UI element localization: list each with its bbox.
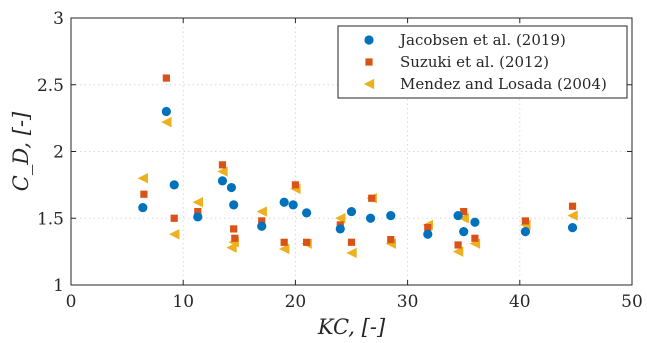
- data-point-circle: [459, 227, 469, 237]
- x-tick-label: 50: [621, 292, 643, 312]
- legend-marker-triangle-left: [363, 78, 375, 90]
- data-point-circle: [279, 197, 289, 207]
- data-point-circle: [226, 182, 237, 193]
- legend-marker-circle: [364, 35, 374, 45]
- data-point-square: [303, 238, 311, 246]
- data-marks: [137, 74, 578, 259]
- data-point-square: [347, 238, 356, 246]
- data-point-triangle-left: [458, 213, 469, 224]
- x-tick-label: 0: [66, 292, 77, 312]
- data-point-triangle-left: [137, 173, 149, 184]
- data-point-circle: [567, 222, 578, 233]
- data-point-square: [170, 214, 178, 222]
- data-point-square: [387, 236, 395, 244]
- data-point-square: [258, 217, 266, 225]
- data-point-circle: [288, 200, 298, 210]
- data-point-circle: [169, 180, 179, 190]
- data-point-square: [194, 207, 202, 216]
- data-point-triangle-left: [278, 243, 290, 255]
- y-tick-label: 2.5: [37, 76, 64, 96]
- y-tick-label: 3: [53, 9, 64, 29]
- legend-label: Suzuki et al. (2012): [400, 53, 549, 71]
- y-tick-label: 1: [53, 276, 64, 296]
- y-tick-label: 1.5: [37, 209, 64, 229]
- data-point-circle: [229, 200, 239, 210]
- data-point-circle: [453, 210, 463, 221]
- data-point-square: [162, 74, 170, 82]
- data-point-circle: [161, 106, 171, 117]
- legend-label: Jacobsen et al. (2019): [398, 31, 566, 49]
- x-tick-label: 10: [172, 292, 194, 312]
- data-point-square: [291, 181, 299, 189]
- series-square: [140, 74, 577, 249]
- data-point-square: [230, 225, 238, 233]
- data-point-triangle-left: [217, 166, 228, 177]
- x-tick-label: 40: [509, 292, 531, 312]
- data-point-triangle-left: [192, 197, 203, 208]
- x-tick-label: 20: [285, 292, 307, 312]
- data-point-triangle-left: [161, 116, 172, 128]
- legend-marker-square: [365, 58, 373, 66]
- data-point-square: [424, 223, 432, 232]
- data-point-circle: [423, 229, 433, 239]
- x-tick-label: 30: [397, 292, 419, 312]
- data-point-square: [231, 234, 239, 242]
- data-point-square: [460, 207, 468, 216]
- data-point-circle: [386, 210, 396, 221]
- data-point-square: [521, 217, 530, 225]
- data-point-circle: [365, 213, 376, 223]
- data-point-circle: [335, 224, 345, 234]
- data-point-square: [218, 161, 227, 169]
- data-point-circle: [346, 206, 357, 217]
- data-point-circle: [257, 221, 267, 231]
- data-point-square: [280, 238, 288, 246]
- data-point-triangle-left: [169, 229, 180, 240]
- data-point-circle: [217, 176, 228, 186]
- data-point-square: [568, 202, 577, 210]
- legend: Jacobsen et al. (2019) Suzuki et al. (201…: [337, 25, 628, 99]
- x-axis-label: KC, [-]: [317, 315, 386, 339]
- data-point-triangle-left: [567, 210, 578, 221]
- data-point-circle: [302, 208, 312, 218]
- y-axis-label: C_D, [-]: [9, 111, 33, 191]
- data-point-circle: [520, 227, 531, 237]
- legend-box: [337, 25, 628, 99]
- ticks: 0 10 20 30 40 50 1 1.5 2 2.5 3: [37, 9, 643, 312]
- data-point-square: [368, 194, 376, 202]
- data-point-circle: [193, 212, 203, 222]
- data-point-square: [454, 241, 462, 249]
- data-point-triangle-left: [346, 247, 357, 259]
- data-point-square: [471, 234, 479, 242]
- data-point-circle: [138, 202, 148, 213]
- data-point-circle: [470, 217, 480, 227]
- data-point-triangle-left: [452, 246, 464, 257]
- data-point-triangle-left: [256, 206, 267, 217]
- series-circle: [138, 106, 578, 239]
- data-point-square: [140, 190, 148, 198]
- data-point-triangle-left: [335, 213, 346, 224]
- y-tick-label: 2: [53, 143, 64, 163]
- legend-label: Mendez and Losada (2004): [400, 75, 607, 93]
